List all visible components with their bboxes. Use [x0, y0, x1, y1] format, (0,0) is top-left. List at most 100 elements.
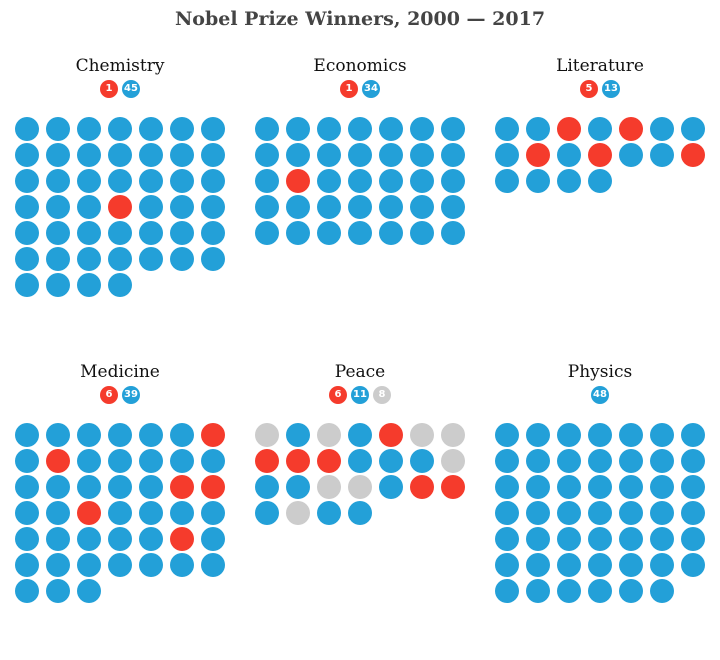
winner-dot-blue: [77, 117, 101, 141]
count-badge-blue: 13: [602, 80, 620, 98]
winner-dot-blue: [410, 169, 434, 193]
winner-dot-red: [286, 449, 310, 473]
count-badges: 6 11 8: [240, 386, 480, 404]
winner-dot-blue: [139, 553, 163, 577]
winner-dot-blue: [139, 221, 163, 245]
winner-dot-blue: [410, 143, 434, 167]
winner-dot-blue: [201, 117, 225, 141]
winner-dot-blue: [15, 143, 39, 167]
winner-dot-blue: [526, 169, 550, 193]
winner-dot-blue: [495, 527, 519, 551]
count-badges: 1 34: [240, 80, 480, 98]
winner-dot-blue: [588, 169, 612, 193]
winner-dot-blue: [557, 423, 581, 447]
winner-dot-red: [588, 143, 612, 167]
winner-dot-blue: [77, 553, 101, 577]
winner-dot-blue: [139, 449, 163, 473]
winner-dot-blue: [526, 579, 550, 603]
winner-dot-blue: [139, 195, 163, 219]
winner-dot-blue: [619, 449, 643, 473]
winner-dot-blue: [77, 143, 101, 167]
winner-dot-red: [557, 117, 581, 141]
winner-dot-blue: [526, 449, 550, 473]
winner-dot-blue: [286, 423, 310, 447]
winner-dot-blue: [139, 501, 163, 525]
winner-dot-blue: [379, 195, 403, 219]
winner-dot-blue: [588, 117, 612, 141]
winner-dot-blue: [557, 143, 581, 167]
winner-dot-blue: [46, 501, 70, 525]
winner-dot-blue: [201, 501, 225, 525]
winner-dot-blue: [15, 273, 39, 297]
winner-dot-blue: [46, 195, 70, 219]
winner-dot-blue: [619, 423, 643, 447]
winner-dot-blue: [526, 117, 550, 141]
winner-dot-gray: [441, 449, 465, 473]
winner-dot-blue: [619, 553, 643, 577]
winner-dot-blue: [201, 169, 225, 193]
winner-dot-gray: [441, 423, 465, 447]
winner-dot-blue: [15, 423, 39, 447]
winner-dot-blue: [495, 501, 519, 525]
winner-dot-blue: [557, 169, 581, 193]
winner-dot-blue: [681, 117, 705, 141]
winner-dot-blue: [170, 247, 194, 271]
count-badge-red: 5: [580, 80, 598, 98]
winner-dot-blue: [557, 501, 581, 525]
waffle-dots: [495, 423, 710, 623]
winner-dot-blue: [650, 501, 674, 525]
winner-dot-blue: [317, 169, 341, 193]
winner-dot-blue: [526, 423, 550, 447]
winner-dot-blue: [77, 527, 101, 551]
winner-dot-blue: [557, 553, 581, 577]
winner-dot-blue: [255, 475, 279, 499]
waffle-dots: [255, 423, 470, 623]
winner-dot-blue: [77, 273, 101, 297]
winner-dot-blue: [201, 553, 225, 577]
count-badge-red: 6: [100, 386, 118, 404]
winner-dot-blue: [46, 475, 70, 499]
winner-dot-blue: [348, 143, 372, 167]
winner-dot-blue: [681, 449, 705, 473]
winner-dot-blue: [15, 501, 39, 525]
winner-dot-blue: [619, 143, 643, 167]
winner-dot-blue: [139, 527, 163, 551]
winner-dot-blue: [348, 423, 372, 447]
winner-dot-blue: [526, 553, 550, 577]
winner-dot-blue: [170, 117, 194, 141]
panel-literature: Literature 5 13: [480, 54, 720, 354]
winner-dot-blue: [255, 143, 279, 167]
count-badge-blue: 48: [591, 386, 609, 404]
winner-dot-blue: [650, 423, 674, 447]
winner-dot-red: [46, 449, 70, 473]
winner-dot-blue: [650, 143, 674, 167]
winner-dot-blue: [170, 143, 194, 167]
winner-dot-blue: [46, 247, 70, 271]
winner-dot-blue: [348, 449, 372, 473]
winner-dot-blue: [46, 221, 70, 245]
winner-dot-blue: [317, 143, 341, 167]
count-badge-blue: 11: [351, 386, 369, 404]
winner-dot-blue: [317, 221, 341, 245]
winner-dot-blue: [495, 423, 519, 447]
winner-dot-blue: [108, 423, 132, 447]
winner-dot-blue: [588, 501, 612, 525]
winner-dot-blue: [441, 221, 465, 245]
count-badge-blue: 39: [122, 386, 140, 404]
winner-dot-blue: [286, 221, 310, 245]
winner-dot-blue: [15, 195, 39, 219]
winner-dot-blue: [495, 475, 519, 499]
winner-dot-blue: [201, 221, 225, 245]
winner-dot-red: [77, 501, 101, 525]
winner-dot-blue: [379, 475, 403, 499]
winner-dot-blue: [15, 247, 39, 271]
winner-dot-blue: [255, 117, 279, 141]
winner-dot-red: [201, 475, 225, 499]
winner-dot-blue: [410, 221, 434, 245]
panel-peace: Peace 6 11 8: [240, 360, 480, 660]
winner-dot-blue: [170, 449, 194, 473]
winner-dot-blue: [201, 449, 225, 473]
winner-dot-blue: [681, 501, 705, 525]
winner-dot-blue: [495, 169, 519, 193]
winner-dot-blue: [170, 501, 194, 525]
